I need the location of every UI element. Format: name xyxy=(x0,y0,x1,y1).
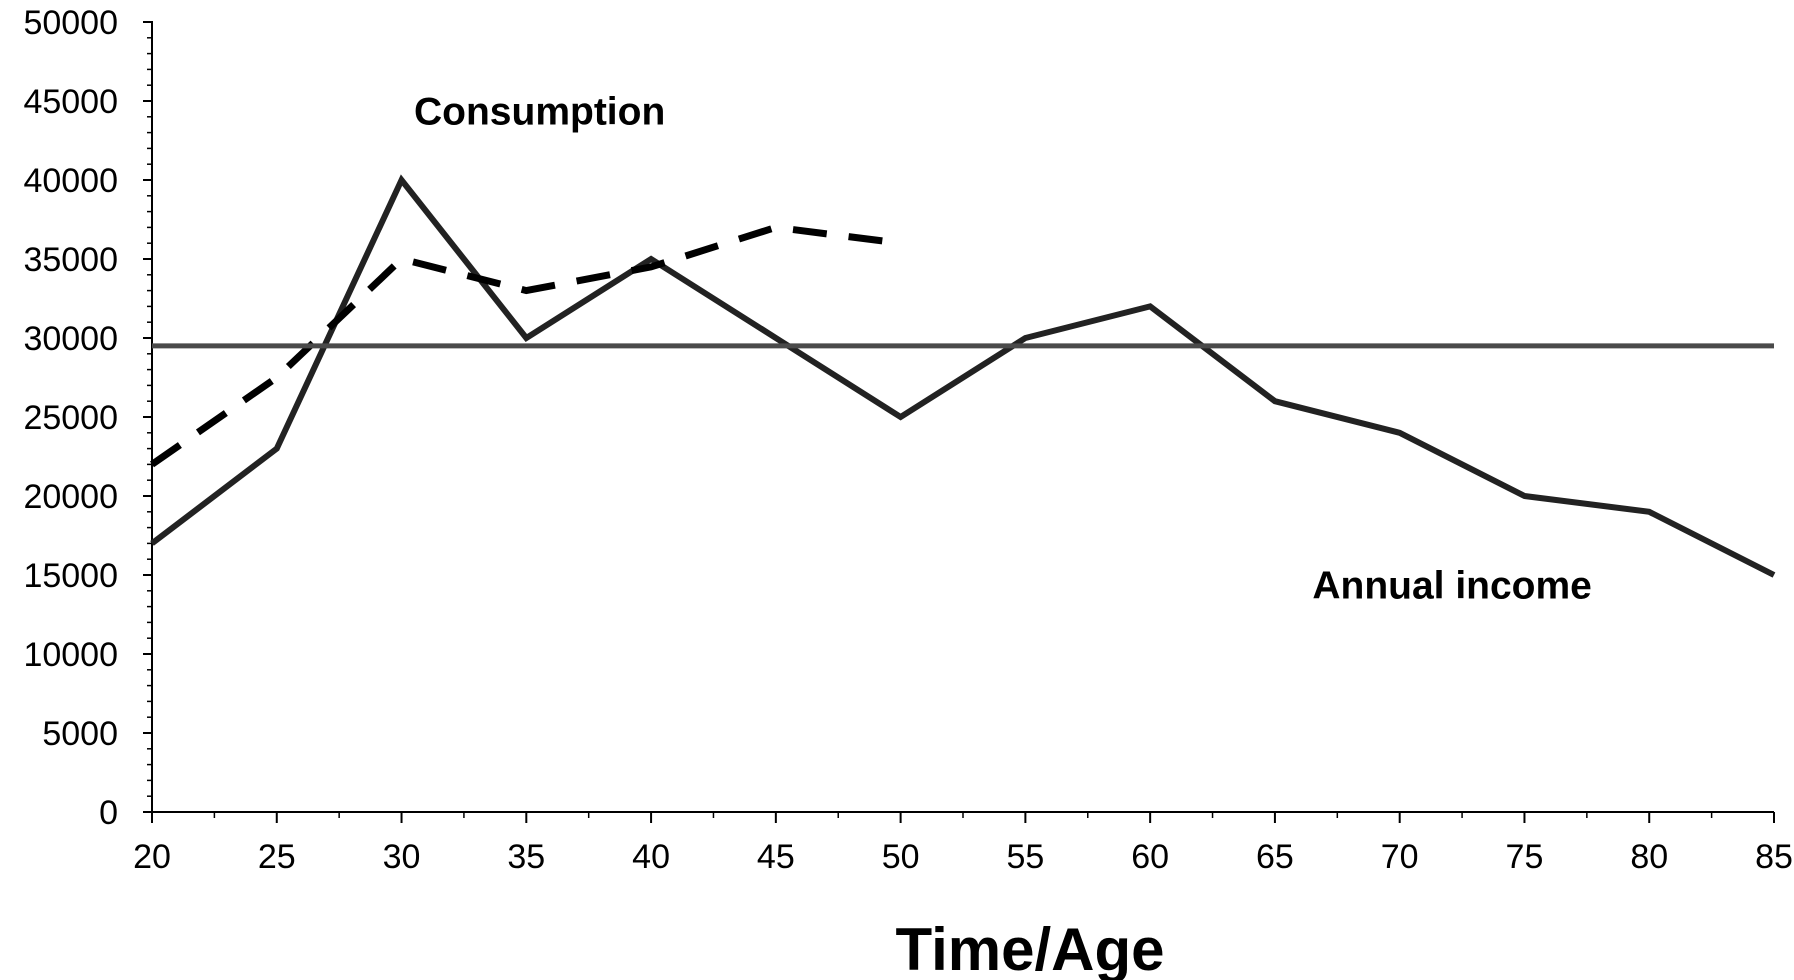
y-tick-label: 15000 xyxy=(23,557,118,595)
y-tick-label: 45000 xyxy=(23,83,118,121)
y-tick-label: 25000 xyxy=(23,399,118,437)
series-line-2 xyxy=(149,223,902,468)
x-tick-label: 50 xyxy=(882,838,920,876)
y-tick-label: 20000 xyxy=(23,478,118,516)
y-tick-label: 5000 xyxy=(42,715,118,753)
x-axis-title: Time/Age xyxy=(896,916,1165,980)
x-tick-label: 20 xyxy=(133,838,171,876)
series-line-1 xyxy=(150,174,1776,578)
x-tick-label: 25 xyxy=(258,838,296,876)
x-tick-label: 35 xyxy=(507,838,545,876)
y-tick-label: 0 xyxy=(99,794,118,832)
annotation-label: Consumption xyxy=(414,91,665,134)
x-tick-label: 75 xyxy=(1506,838,1544,876)
x-tick-label: 60 xyxy=(1131,838,1169,876)
y-tick-label: 30000 xyxy=(23,320,118,358)
x-tick-label: 70 xyxy=(1381,838,1419,876)
x-tick-label: 85 xyxy=(1755,838,1793,876)
x-tick-label: 80 xyxy=(1630,838,1668,876)
annotation-label: Annual income xyxy=(1312,565,1592,608)
x-tick-label: 45 xyxy=(757,838,795,876)
y-tick-label: 10000 xyxy=(23,636,118,674)
series-layer xyxy=(149,174,1776,578)
x-tick-label: 65 xyxy=(1256,838,1294,876)
y-tick-label: 40000 xyxy=(23,162,118,200)
axes: 0 5000 10000 15000 20000 25000 30000 35000 40000… xyxy=(23,4,1792,876)
x-tick-label: 40 xyxy=(632,838,670,876)
y-tick-label: 50000 xyxy=(23,4,118,42)
y-tick-label: 35000 xyxy=(23,241,118,279)
labels-layer: Consumption Annual income xyxy=(414,91,1592,608)
x-tick-label: 30 xyxy=(383,838,421,876)
x-tick-label: 55 xyxy=(1006,838,1044,876)
